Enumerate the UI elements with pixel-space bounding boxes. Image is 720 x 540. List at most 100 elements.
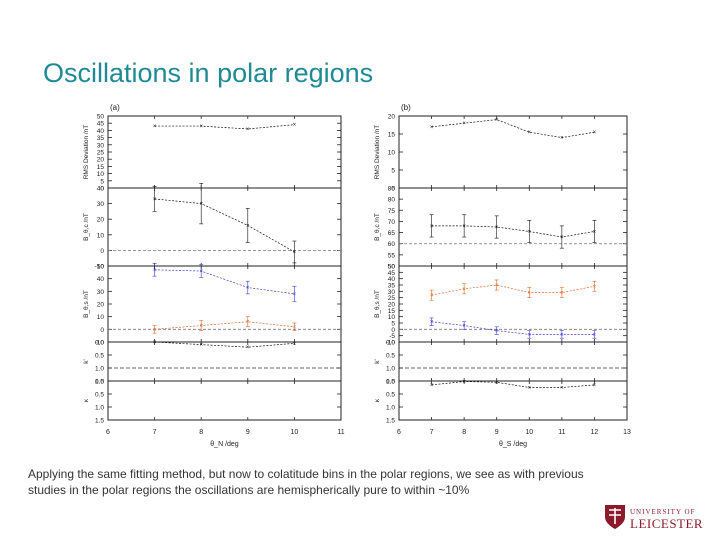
charta-panel1-RMS-line: [154, 124, 295, 130]
chartb-panel2-B_theta_c-point: ×: [528, 229, 532, 235]
chartb-xlabel: θ_S /deg: [499, 441, 527, 448]
chartb-xtick-label: 7: [430, 429, 434, 436]
chartb-panel2-B_theta_c-point: ×: [430, 224, 434, 230]
chartb-panel3-B_theta_s_orange-point: ×: [430, 293, 434, 299]
chartb-panel5-ytick-label: 0.5: [386, 392, 395, 399]
charta-panel2-B_theta_c-line: [154, 198, 295, 253]
charta-panel2-frame: [107, 187, 342, 267]
charta-panel3-ytick-label: 20: [97, 302, 105, 309]
chartb-panel2-B_theta_c-point: ×: [593, 229, 597, 235]
chartb-panel3-B_theta_s_blue-point: ×: [495, 329, 499, 335]
charta-panel4-ylabel: k': [83, 359, 90, 364]
chartb-panel3-B_theta_s_orange-point: ×: [528, 291, 532, 297]
charta-panel1-ytick-label: 30: [97, 142, 105, 149]
charta-panel3-ytick-label: 40: [97, 276, 105, 283]
slide-title: Oscillations in polar regions: [43, 58, 374, 88]
charta-panel1-ytick-label: 35: [97, 135, 105, 142]
slide-caption: Applying the same fitting method, but no…: [28, 467, 584, 497]
chartb-panel3-B_theta_s_orange-point: ×: [593, 284, 597, 290]
charta-panel1-ytick-label: 45: [97, 121, 105, 128]
chartb-panel2-ylabel: B_θ,c /nT: [374, 213, 381, 241]
chartb-panel3-B_theta_s_orange-point: ×: [462, 287, 466, 293]
charta-panel1-RMS-point: ×: [246, 127, 250, 133]
chartb-panel3-B_theta_s_orange-line: [431, 284, 595, 296]
chartb-panel2-ytick-label: 70: [388, 219, 396, 226]
charta-panel2-B_theta_c-point: ×: [246, 223, 250, 229]
chartb-panel1-ytick-label: 15: [388, 132, 396, 139]
chartb-panel3-ytick-label: 15: [388, 308, 396, 315]
charta-panel3-ytick-label: 10: [97, 314, 105, 321]
chartb-panel3-ylabel: B_θ,s /nT: [374, 290, 381, 318]
chartb-panel5-ytick-label: 0.0: [386, 379, 395, 386]
chartb-panel5-kappa-line: [431, 381, 595, 388]
chartb-panel1-RMS-point: ×: [430, 125, 434, 131]
charta-xtick-label: 11: [337, 429, 344, 436]
charta-panel2-ytick-label: 0: [100, 248, 104, 255]
chartb-panel2-B_theta_c-line: [431, 225, 595, 238]
charta-panel2-ytick-label: 10: [97, 232, 105, 239]
charta-panel1-RMS-point: ×: [199, 124, 203, 130]
chartb-panel2-ytick-label: 50: [388, 264, 396, 271]
charta-panel3-ytick-label: 50: [97, 264, 105, 271]
charta-panel4-ytick-label: 0.5: [95, 353, 104, 360]
chartb-panel2-ytick-label: 75: [388, 208, 396, 215]
charta-panel4-k_prime-point: ×: [246, 345, 250, 351]
charta-panel3-ylabel: B_θ,s /nT: [83, 290, 90, 318]
charta-panel3-B_theta_s_orange-point: ×: [293, 325, 297, 331]
chartb-panel1-ylabel: RMS Deviation /nT: [374, 125, 381, 180]
chartb-panel2-B_theta_c-point: ×: [495, 225, 499, 231]
chartb-panel2-ytick-label: 85: [388, 186, 396, 193]
charta-panel3-ytick-label: -10: [95, 340, 105, 347]
charta-panel1-ytick-label: 20: [97, 157, 105, 164]
chartb-panel3-ytick-label: 35: [388, 283, 396, 290]
chartb-panel1-ytick-label: 0: [391, 186, 395, 193]
charta-xtick-label: 9: [246, 429, 250, 436]
charta-panel3-B_theta_s_blue-point: ×: [153, 268, 157, 274]
chartb-panel3-ytick-label: -10: [386, 340, 396, 347]
charta-panel1-ytick-label: 50: [97, 114, 105, 121]
charta-panel3-ytick-label: 30: [97, 289, 105, 296]
chartb-panel3-B_theta_s_blue-point: ×: [462, 324, 466, 330]
charta-panel4-ytick-label: 1.0: [95, 366, 104, 373]
chartb-panel1-RMS-point: ×: [593, 130, 597, 136]
logo-line-2: LEICESTER: [630, 516, 704, 531]
chartb-xtick-label: 10: [525, 429, 533, 436]
charta-panel1-RMS-point: ×: [293, 123, 297, 129]
charta-panel3-B_theta_s_orange-point: ×: [246, 320, 250, 326]
chartb-panel5-ytick-label: 1.5: [386, 418, 395, 425]
chartb-panel4-frame: [398, 341, 628, 382]
chartb-panel4-ytick-label: 1.5: [386, 379, 395, 386]
chartb-panel4-ytick-label: 0.5: [386, 353, 395, 360]
charta-panel4-k_prime-point: ×: [199, 343, 203, 349]
charta-panel2-B_theta_c-point: ×: [293, 250, 297, 256]
chartb-panel5-frame: [398, 380, 628, 421]
charta-panel4-ytick-label: 1.5: [95, 379, 104, 386]
chartb-xtick-label: 11: [558, 429, 565, 436]
charta-panel1-frame: [107, 115, 342, 189]
charta-label: (a): [110, 103, 120, 112]
chartb-panel3-B_theta_s_blue-point: ×: [560, 332, 564, 338]
chartb-panel3-B_theta_s_orange-point: ×: [495, 283, 499, 289]
charta-panel1-ytick-label: 10: [97, 171, 105, 178]
charta-xlabel: θ_N /deg: [210, 441, 239, 448]
charta-panel5-ylabel: κ: [83, 398, 90, 402]
chartb-panel1-ytick-label: 5: [391, 168, 395, 175]
charta-panel4-ytick-label: 0.0: [95, 340, 104, 347]
charta-panel1-ylabel: RMS Deviation /nT: [83, 125, 90, 180]
chartb-panel3-B_theta_s_orange-point: ×: [560, 291, 564, 297]
charta-panel3-B_theta_s_blue-point: ×: [293, 292, 297, 298]
chartb-xtick-label: 13: [623, 429, 631, 436]
charta-panel3-B_theta_s_blue-point: ×: [199, 269, 203, 275]
charta-panel3-ytick-label: 0: [100, 327, 104, 334]
charta-panel4-frame: [107, 341, 342, 382]
charta-panel5-ytick-label: 1.0: [95, 405, 104, 412]
chartb-panel1-RMS-point: ×: [528, 130, 532, 136]
chartb-panel3-ytick-label: 30: [388, 289, 396, 296]
charta-panel5-ytick-label: 0.0: [95, 379, 104, 386]
chartb-panel3-ytick-label: 5: [391, 321, 395, 328]
chartb-panel3-B_theta_s_blue-point: ×: [593, 332, 597, 338]
charta-panel2-B_theta_c-point: ×: [199, 202, 203, 208]
chartb-label: (b): [401, 103, 411, 112]
chartb-panel3-B_theta_s_blue-line: [431, 321, 595, 335]
